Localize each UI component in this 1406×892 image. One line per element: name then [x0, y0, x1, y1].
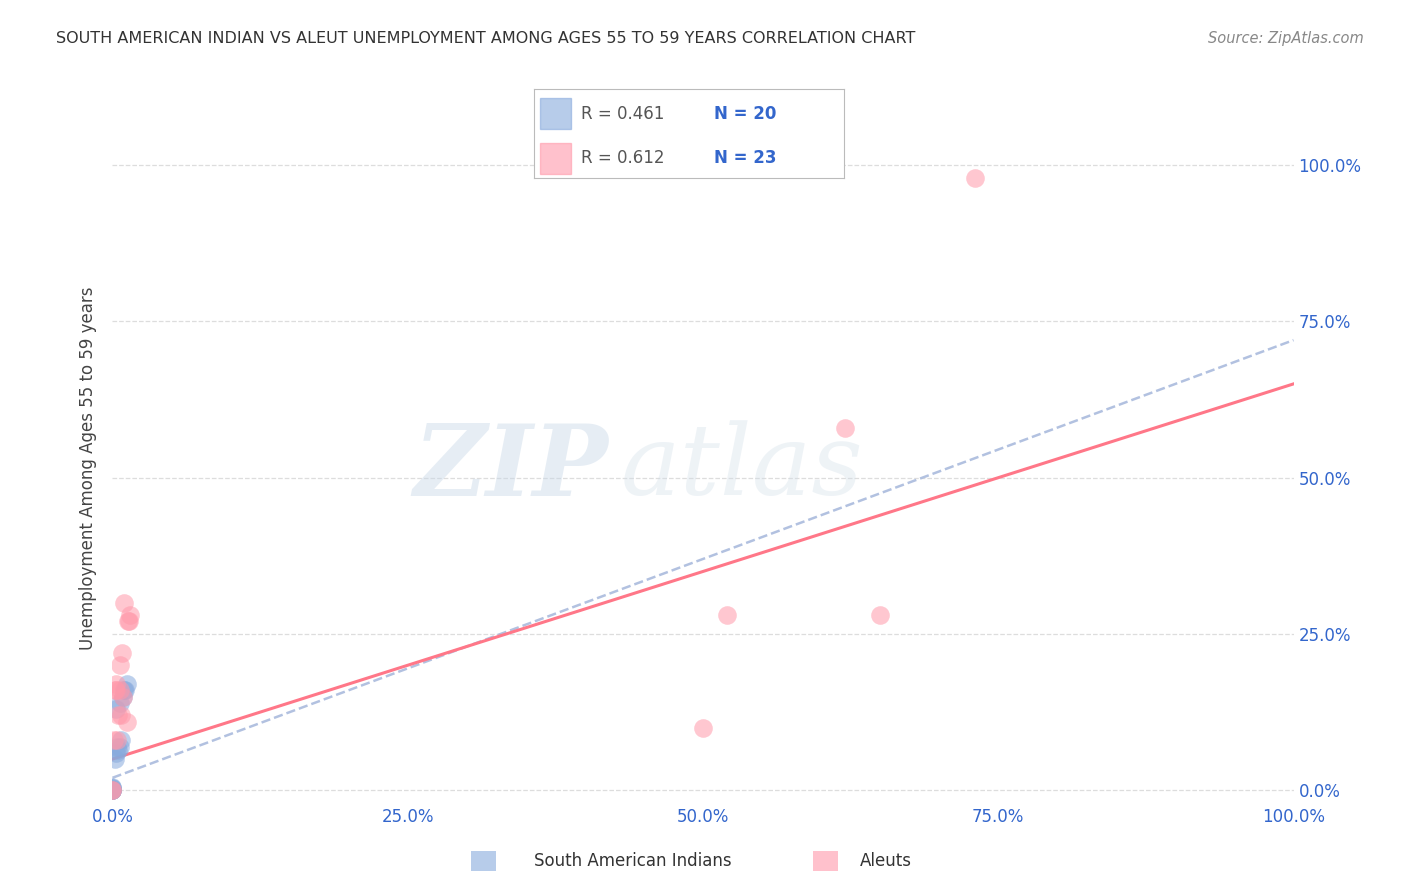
Point	[112, 690, 135, 704]
Point	[101, 783, 124, 797]
Text: N = 23: N = 23	[714, 149, 776, 168]
Point	[101, 783, 124, 797]
Text: ZIP: ZIP	[413, 420, 609, 516]
Point	[107, 742, 129, 756]
Point	[120, 608, 142, 623]
Point	[869, 608, 891, 623]
Text: Aleuts: Aleuts	[860, 852, 911, 870]
Point	[112, 690, 135, 704]
Point	[112, 683, 135, 698]
Text: Source: ZipAtlas.com: Source: ZipAtlas.com	[1208, 31, 1364, 46]
Point	[104, 752, 127, 766]
Point	[115, 714, 138, 729]
Y-axis label: Unemployment Among Ages 55 to 59 years: Unemployment Among Ages 55 to 59 years	[79, 286, 97, 650]
Point	[105, 739, 128, 754]
Point	[112, 596, 135, 610]
Point	[108, 739, 131, 754]
Point	[118, 615, 141, 629]
Point	[104, 683, 127, 698]
Text: R = 0.461: R = 0.461	[581, 104, 664, 123]
Point	[105, 683, 128, 698]
Point	[103, 733, 125, 747]
Point	[117, 615, 139, 629]
Point	[108, 683, 131, 698]
Point	[110, 708, 132, 723]
Point	[101, 783, 124, 797]
Point	[105, 746, 128, 760]
Point	[105, 677, 128, 691]
Text: R = 0.612: R = 0.612	[581, 149, 664, 168]
Bar	[540, 143, 571, 174]
Point	[101, 780, 124, 794]
Point	[834, 420, 856, 434]
Point	[114, 683, 136, 698]
Text: atlas: atlas	[620, 421, 863, 516]
Point	[101, 783, 124, 797]
Point	[107, 708, 129, 723]
Point	[101, 781, 124, 796]
Point	[115, 677, 138, 691]
Text: N = 20: N = 20	[714, 104, 776, 123]
Point	[105, 702, 128, 716]
Point	[716, 608, 738, 623]
Point	[111, 646, 134, 660]
Point	[692, 721, 714, 735]
Point	[101, 783, 124, 797]
Point	[110, 733, 132, 747]
Bar	[540, 98, 571, 129]
Point	[963, 170, 986, 185]
Text: South American Indians: South American Indians	[534, 852, 731, 870]
Point	[108, 696, 131, 710]
Text: SOUTH AMERICAN INDIAN VS ALEUT UNEMPLOYMENT AMONG AGES 55 TO 59 YEARS CORRELATIO: SOUTH AMERICAN INDIAN VS ALEUT UNEMPLOYM…	[56, 31, 915, 46]
Point	[108, 658, 131, 673]
Point	[101, 783, 124, 797]
Point	[105, 733, 128, 747]
Point	[101, 780, 124, 795]
Point	[101, 783, 124, 797]
